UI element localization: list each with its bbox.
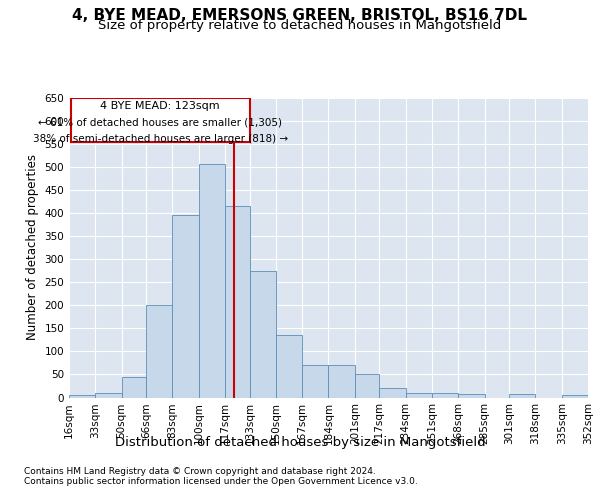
Bar	[172, 215, 199, 398]
Text: Size of property relative to detached houses in Mangotsfield: Size of property relative to detached ho…	[98, 19, 502, 32]
Bar	[355, 374, 379, 398]
Text: Distribution of detached houses by size in Mangotsfield: Distribution of detached houses by size …	[115, 436, 485, 449]
Bar	[432, 393, 458, 398]
FancyBboxPatch shape	[71, 98, 250, 142]
Bar	[146, 305, 172, 398]
Bar	[302, 365, 329, 398]
Text: Contains HM Land Registry data © Crown copyright and database right 2024.: Contains HM Land Registry data © Crown c…	[24, 467, 376, 476]
Bar	[69, 395, 95, 398]
Text: ← 61% of detached houses are smaller (1,305): ← 61% of detached houses are smaller (1,…	[38, 118, 282, 128]
Bar	[250, 270, 276, 398]
Bar	[199, 164, 225, 398]
Y-axis label: Number of detached properties: Number of detached properties	[26, 154, 39, 340]
Bar	[562, 395, 588, 398]
Bar	[329, 365, 355, 398]
Bar	[95, 393, 122, 398]
Text: 4 BYE MEAD: 123sqm: 4 BYE MEAD: 123sqm	[100, 100, 220, 110]
Bar	[225, 206, 250, 398]
Bar	[406, 393, 432, 398]
Text: 38% of semi-detached houses are larger (818) →: 38% of semi-detached houses are larger (…	[32, 134, 287, 143]
Bar	[458, 394, 485, 398]
Text: Contains public sector information licensed under the Open Government Licence v3: Contains public sector information licen…	[24, 477, 418, 486]
Bar	[509, 394, 535, 398]
Bar	[276, 335, 302, 398]
Bar	[122, 376, 146, 398]
Bar	[379, 388, 406, 398]
Text: 4, BYE MEAD, EMERSONS GREEN, BRISTOL, BS16 7DL: 4, BYE MEAD, EMERSONS GREEN, BRISTOL, BS…	[73, 8, 527, 22]
